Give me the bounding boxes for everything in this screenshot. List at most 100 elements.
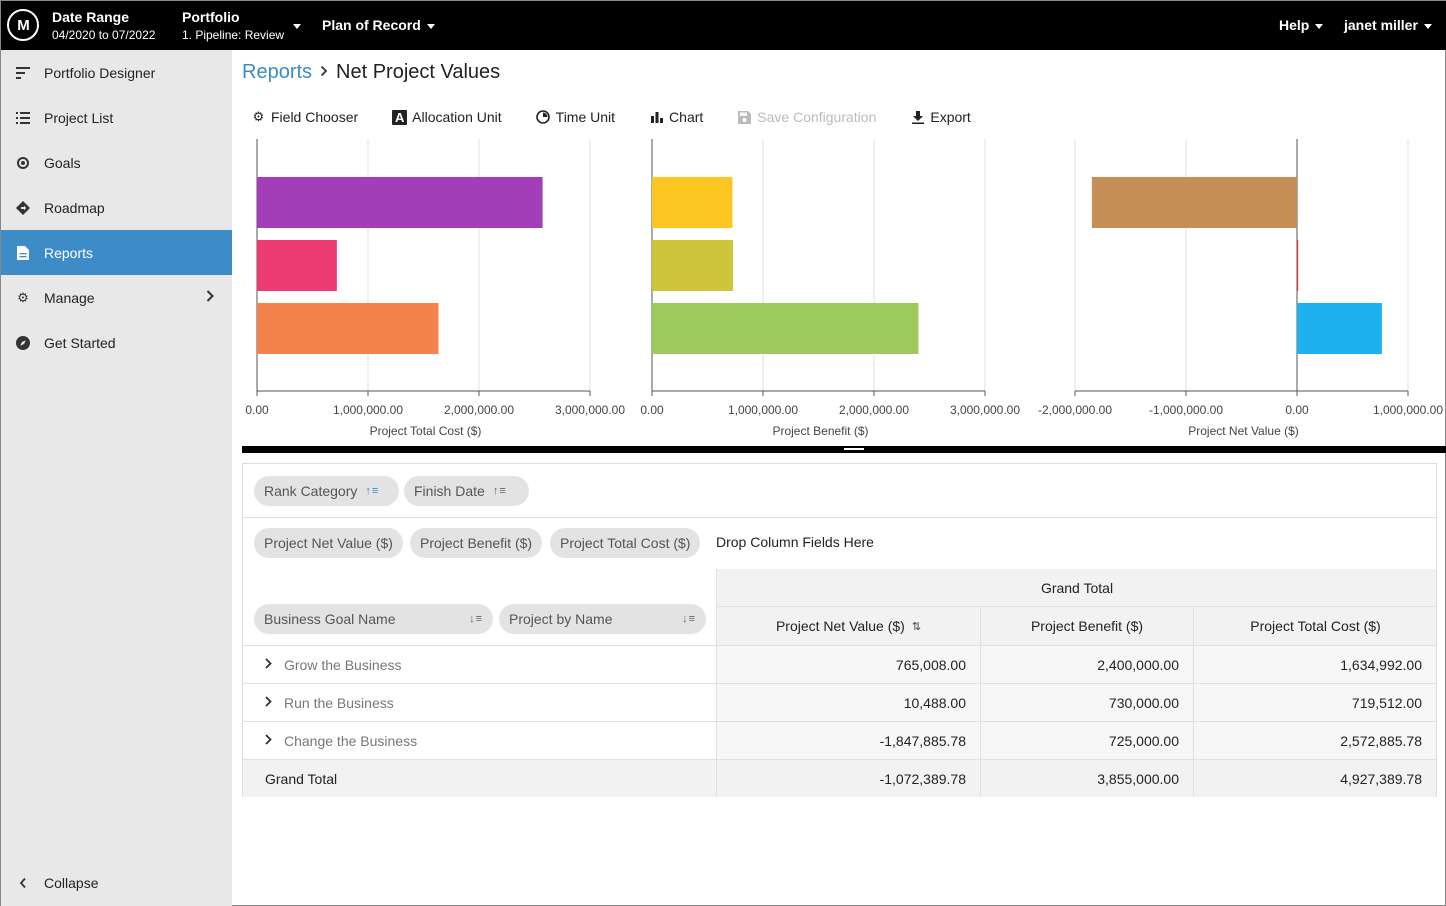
field-label: Project Total Cost ($) bbox=[560, 535, 691, 551]
gear-icon: ⚙ bbox=[252, 109, 265, 124]
column-header-net-value[interactable]: Project Net Value ($) ⇅ bbox=[717, 607, 981, 645]
sort-filter-icon[interactable]: ↑≡ bbox=[365, 485, 380, 497]
row-label-text: Run the Business bbox=[284, 694, 394, 711]
chevron-right-icon[interactable] bbox=[265, 695, 272, 710]
save-configuration-button[interactable]: Save Configuration bbox=[737, 109, 876, 125]
sort-filter-icon[interactable]: ↓≡ bbox=[469, 613, 483, 625]
row-label[interactable]: Run the Business bbox=[243, 684, 716, 721]
sort-icon[interactable]: ⇅ bbox=[911, 620, 922, 633]
portfolio-selector[interactable]: Portfolio 1. Pipeline: Review bbox=[182, 8, 302, 44]
table-row: Grow the Business 765,008.00 2,400,000.0… bbox=[243, 645, 1436, 683]
tick-label: 0.00 bbox=[245, 403, 269, 417]
sidebar-item-manage[interactable]: ⚙ Manage bbox=[1, 275, 232, 320]
chevron-down-icon bbox=[1315, 23, 1324, 29]
sidebar-item-portfolio-designer[interactable]: Portfolio Designer bbox=[1, 50, 232, 95]
axis-title: Project Net Value ($) bbox=[1188, 424, 1299, 438]
breadcrumb-reports-link[interactable]: Reports bbox=[242, 61, 313, 83]
row-label[interactable]: Change the Business bbox=[243, 722, 716, 759]
chevron-down-icon bbox=[1423, 23, 1432, 29]
tick-label: -1,000,000.00 bbox=[1149, 403, 1223, 417]
date-range-value: 04/2020 to 07/2022 bbox=[52, 28, 156, 42]
allocation-unit-label: Allocation Unit bbox=[412, 109, 502, 125]
data-field-project-net-value[interactable]: Project Net Value ($) bbox=[254, 528, 403, 558]
save-icon bbox=[737, 110, 752, 125]
sidebar: Portfolio Designer Project List Goals Ro… bbox=[1, 50, 232, 906]
cell-benefit: 2,400,000.00 bbox=[980, 646, 1193, 683]
sidebar-item-reports[interactable]: Reports bbox=[1, 230, 232, 275]
pane-splitter[interactable] bbox=[242, 446, 1446, 453]
column-header-label: Project Benefit ($) bbox=[1030, 618, 1144, 634]
row-label-text: Change the Business bbox=[284, 732, 418, 749]
axis-title: Project Total Cost ($) bbox=[370, 424, 482, 438]
allocation-unit-button[interactable]: A Allocation Unit bbox=[392, 109, 502, 125]
tick-label: 1,000,000.00 bbox=[333, 403, 403, 417]
field-label: Business Goal Name bbox=[264, 611, 396, 627]
time-unit-button[interactable]: Time Unit bbox=[536, 109, 615, 125]
bar bbox=[1091, 177, 1297, 228]
sidebar-item-roadmap[interactable]: Roadmap bbox=[1, 185, 232, 230]
sidebar-item-goals[interactable]: Goals bbox=[1, 140, 232, 185]
sidebar-item-project-list[interactable]: Project List bbox=[1, 95, 232, 140]
collapse-label: Collapse bbox=[44, 874, 99, 891]
user-menu[interactable]: janet miller bbox=[1344, 17, 1432, 33]
data-field-project-benefit[interactable]: Project Benefit ($) bbox=[410, 528, 543, 558]
cell-net-value: -1,847,885.78 bbox=[716, 722, 980, 759]
collapse-button[interactable]: Collapse bbox=[1, 860, 232, 905]
grand-total-header: Grand Total bbox=[717, 569, 1437, 607]
field-chooser-label: Field Chooser bbox=[271, 109, 359, 125]
column-drop-zone[interactable]: Drop Column Fields Here bbox=[716, 534, 874, 550]
chevron-right-icon[interactable] bbox=[265, 733, 272, 748]
row-field-project-by-name[interactable]: Project by Name ↓≡ bbox=[499, 604, 706, 634]
field-label: Rank Category bbox=[264, 483, 358, 499]
sidebar-item-label: Reports bbox=[44, 244, 94, 261]
sidebar-item-label: Portfolio Designer bbox=[44, 64, 156, 81]
filter-field-finish-date[interactable]: Finish Date ↑≡ bbox=[404, 476, 529, 506]
tick-label: 1,000,000.00 bbox=[1373, 403, 1443, 417]
export-button[interactable]: Export bbox=[910, 109, 971, 125]
field-label: Project Net Value ($) bbox=[264, 535, 393, 551]
filter-field-rank-category[interactable]: Rank Category ↑≡ bbox=[254, 476, 399, 506]
sidebar-item-get-started[interactable]: Get Started bbox=[1, 320, 232, 365]
help-menu[interactable]: Help bbox=[1279, 17, 1324, 33]
tick-label: 3,000,000.00 bbox=[950, 403, 1020, 417]
portfolio-designer-icon bbox=[15, 65, 31, 81]
chart-button[interactable]: Chart bbox=[649, 109, 703, 125]
table-row: Change the Business -1,847,885.78 725,00… bbox=[243, 721, 1436, 759]
column-header-total-cost[interactable]: Project Total Cost ($) bbox=[1194, 607, 1437, 645]
field-chooser-button[interactable]: ⚙ Field Chooser bbox=[251, 109, 358, 125]
list-icon bbox=[15, 110, 31, 126]
cell-total-cost: 1,634,992.00 bbox=[1193, 646, 1436, 683]
grid-header: Grand Total Project Net Value ($) ⇅ Proj… bbox=[716, 569, 1437, 645]
charts-area: 0.00 1,000,000.00 2,000,000.00 3,000,000.00… bbox=[242, 139, 1446, 445]
cell-benefit: 3,855,000.00 bbox=[980, 760, 1193, 797]
bar bbox=[1297, 240, 1299, 291]
sort-filter-icon[interactable]: ↓≡ bbox=[682, 613, 696, 625]
field-label: Project by Name bbox=[509, 611, 613, 627]
pivot-grid: Rank Category ↑≡ Finish Date ↑≡ Project … bbox=[242, 463, 1437, 797]
splitter-handle-icon bbox=[844, 448, 864, 450]
row-field-business-goal-name[interactable]: Business Goal Name ↓≡ bbox=[254, 604, 493, 634]
plan-label: Plan of Record bbox=[322, 17, 421, 33]
sidebar-item-label: Project List bbox=[44, 109, 114, 126]
axis-title: Project Benefit ($) bbox=[772, 424, 868, 438]
sort-filter-icon[interactable]: ↑≡ bbox=[492, 485, 507, 497]
roadmap-icon bbox=[15, 200, 31, 216]
tick-label: 2,000,000.00 bbox=[839, 403, 909, 417]
data-field-project-total-cost[interactable]: Project Total Cost ($) bbox=[550, 528, 701, 558]
grand-total-row: Grand Total -1,072,389.78 3,855,000.00 4… bbox=[243, 759, 1436, 797]
chevron-right-icon[interactable] bbox=[265, 657, 272, 672]
chart-label: Chart bbox=[669, 109, 704, 125]
allocation-unit-icon: A bbox=[392, 109, 408, 125]
tick-label: 2,000,000.00 bbox=[444, 403, 514, 417]
logo-text: M bbox=[17, 16, 29, 34]
tick-label: 3,000,000.00 bbox=[555, 403, 625, 417]
compass-icon bbox=[15, 335, 31, 351]
cell-net-value: -1,072,389.78 bbox=[716, 760, 980, 797]
plan-menu[interactable]: Plan of Record bbox=[322, 17, 435, 33]
logo-icon[interactable]: M bbox=[7, 9, 39, 41]
download-icon bbox=[910, 110, 925, 125]
column-header-benefit[interactable]: Project Benefit ($) bbox=[981, 607, 1194, 645]
row-label[interactable]: Grow the Business bbox=[243, 646, 716, 683]
date-range-selector[interactable]: Date Range 04/2020 to 07/2022 bbox=[52, 8, 155, 44]
